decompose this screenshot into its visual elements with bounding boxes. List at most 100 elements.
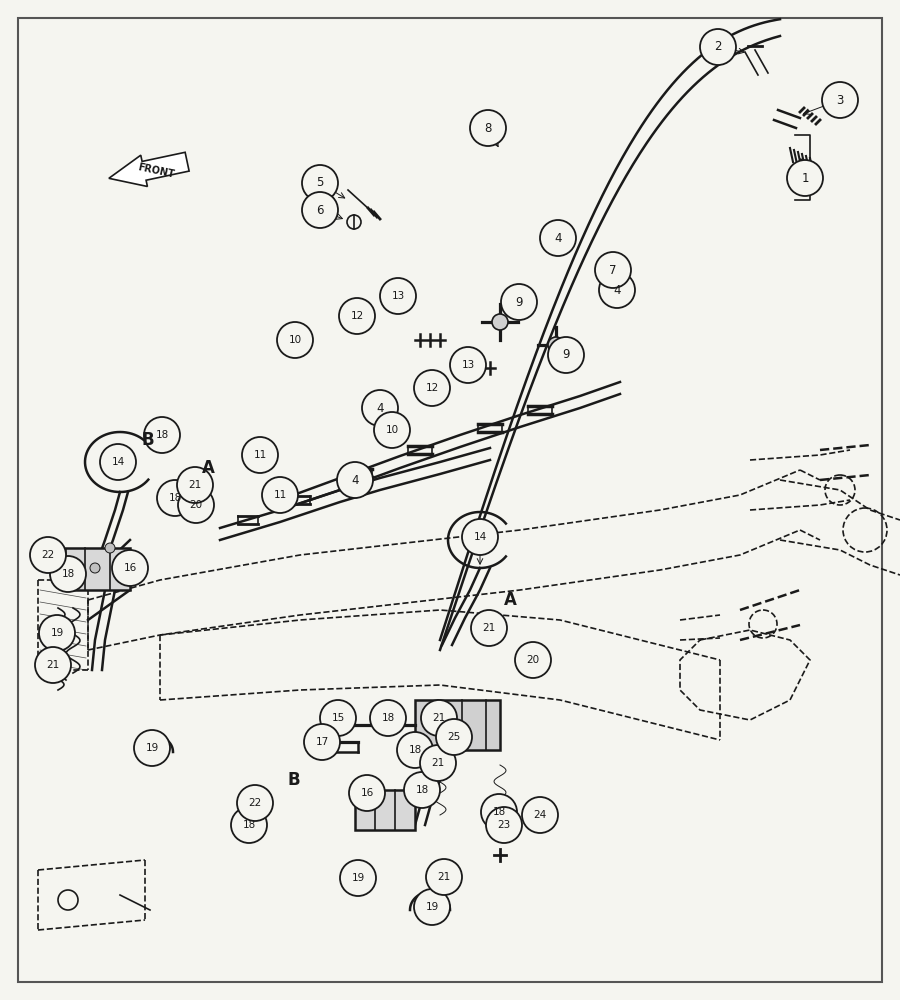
- Text: 20: 20: [189, 500, 202, 510]
- Text: 2: 2: [715, 40, 722, 53]
- Circle shape: [39, 615, 75, 651]
- Circle shape: [414, 370, 450, 406]
- Circle shape: [35, 647, 71, 683]
- Text: B: B: [288, 771, 301, 789]
- Circle shape: [409, 744, 421, 756]
- Text: 13: 13: [392, 291, 405, 301]
- Polygon shape: [65, 548, 130, 590]
- Circle shape: [481, 794, 517, 830]
- Circle shape: [822, 82, 858, 118]
- Text: 18: 18: [61, 569, 75, 579]
- Text: B: B: [141, 431, 154, 449]
- Text: 10: 10: [288, 335, 302, 345]
- Text: 14: 14: [112, 457, 124, 467]
- Circle shape: [177, 467, 213, 503]
- Circle shape: [337, 462, 373, 498]
- Circle shape: [548, 337, 584, 373]
- Circle shape: [78, 566, 102, 590]
- Circle shape: [599, 272, 635, 308]
- Text: 12: 12: [350, 311, 364, 321]
- Circle shape: [304, 724, 340, 760]
- Text: 21: 21: [431, 758, 445, 768]
- Circle shape: [100, 444, 136, 480]
- Circle shape: [362, 390, 398, 426]
- Circle shape: [243, 819, 255, 831]
- Circle shape: [397, 732, 433, 768]
- Circle shape: [370, 700, 406, 736]
- Text: 23: 23: [498, 820, 510, 830]
- Circle shape: [90, 563, 100, 573]
- Circle shape: [262, 477, 298, 513]
- Circle shape: [595, 252, 631, 288]
- Circle shape: [450, 347, 486, 383]
- Circle shape: [382, 712, 394, 724]
- Circle shape: [339, 298, 375, 334]
- Text: 21: 21: [482, 623, 496, 633]
- Text: 21: 21: [188, 480, 202, 490]
- Text: 9: 9: [562, 349, 570, 361]
- Text: 22: 22: [41, 550, 55, 560]
- Circle shape: [237, 785, 273, 821]
- Circle shape: [414, 889, 450, 925]
- Text: 11: 11: [274, 490, 286, 500]
- Text: 21: 21: [47, 660, 59, 670]
- Text: 17: 17: [315, 737, 328, 747]
- Text: 20: 20: [526, 655, 540, 665]
- Text: 18: 18: [416, 785, 428, 795]
- Circle shape: [302, 165, 338, 201]
- Text: 1: 1: [801, 172, 809, 184]
- Circle shape: [420, 745, 456, 781]
- Circle shape: [787, 160, 823, 196]
- Circle shape: [134, 730, 170, 766]
- Text: 18: 18: [382, 713, 394, 723]
- Text: 8: 8: [484, 121, 491, 134]
- Circle shape: [349, 775, 385, 811]
- Text: 15: 15: [331, 713, 345, 723]
- Circle shape: [540, 220, 576, 256]
- Polygon shape: [415, 700, 500, 750]
- Circle shape: [492, 314, 508, 330]
- Text: 19: 19: [426, 902, 438, 912]
- Circle shape: [436, 719, 472, 755]
- Text: 16: 16: [123, 563, 137, 573]
- Circle shape: [144, 417, 180, 453]
- Circle shape: [548, 337, 564, 353]
- Circle shape: [340, 860, 376, 896]
- Text: 19: 19: [50, 628, 64, 638]
- Polygon shape: [180, 484, 190, 492]
- Circle shape: [157, 480, 193, 516]
- Text: 25: 25: [447, 732, 461, 742]
- Circle shape: [374, 412, 410, 448]
- Circle shape: [700, 29, 736, 65]
- Circle shape: [231, 807, 267, 843]
- Polygon shape: [157, 431, 167, 439]
- Text: 18: 18: [156, 430, 168, 440]
- Circle shape: [112, 550, 148, 586]
- Polygon shape: [170, 494, 180, 502]
- Circle shape: [277, 322, 313, 358]
- Circle shape: [486, 807, 522, 843]
- Text: 7: 7: [609, 263, 617, 276]
- Circle shape: [30, 537, 66, 573]
- Circle shape: [416, 784, 428, 796]
- Text: 18: 18: [242, 820, 256, 830]
- Text: A: A: [202, 459, 214, 477]
- Text: 22: 22: [248, 798, 262, 808]
- Text: 3: 3: [836, 94, 843, 106]
- Text: 5: 5: [316, 176, 324, 190]
- Circle shape: [242, 437, 278, 473]
- Text: 16: 16: [360, 788, 373, 798]
- Polygon shape: [109, 152, 189, 186]
- Text: 18: 18: [168, 493, 182, 503]
- Text: 4: 4: [376, 401, 383, 414]
- Text: 4: 4: [554, 232, 562, 244]
- Text: 19: 19: [351, 873, 364, 883]
- Text: 9: 9: [515, 296, 523, 308]
- Text: 21: 21: [437, 872, 451, 882]
- Circle shape: [302, 192, 338, 228]
- Circle shape: [462, 519, 498, 555]
- Circle shape: [245, 793, 265, 813]
- Text: 6: 6: [316, 204, 324, 217]
- Text: 19: 19: [146, 743, 158, 753]
- Circle shape: [320, 700, 356, 736]
